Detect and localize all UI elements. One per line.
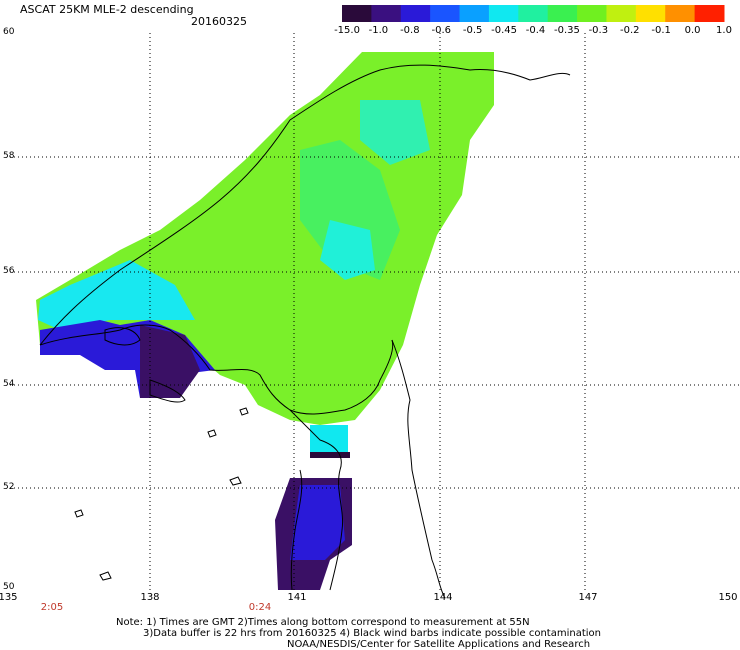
colorbar-swatch [518, 5, 549, 22]
swath-region [310, 452, 350, 458]
colorbar-swatch [430, 5, 461, 22]
colorbar-swatch [400, 5, 431, 22]
colorbar-label: -15.0 [334, 25, 360, 36]
data-swath [36, 52, 494, 590]
colorbar-label: -0.3 [588, 25, 609, 36]
swath-region [290, 485, 345, 560]
time-label-left: 2:05 [40, 602, 64, 613]
colorbar-swatch [606, 5, 637, 22]
lat-label-60: 60 [3, 27, 15, 37]
lon-label-138: 138 [140, 592, 160, 603]
colorbar-label: -0.45 [491, 25, 518, 36]
swath-region [38, 260, 195, 330]
lat-label-52: 52 [3, 482, 15, 492]
colorbar-label: -0.1 [651, 25, 671, 36]
colorbar-swatch [577, 5, 607, 22]
colorbar-label: -1.0 [368, 25, 389, 36]
note-line-3: NOAA/NESDIS/Center for Satellite Applica… [287, 639, 591, 650]
colorbar-label: -0.5 [462, 25, 483, 36]
colorbar-label: -0.35 [553, 25, 580, 36]
note-line-1: Note: 1) Times are GMT 2)Times along bot… [116, 617, 530, 628]
colorbar-label: -0.2 [619, 25, 640, 36]
swath-region [360, 100, 430, 165]
colorbar-swatch [371, 5, 402, 22]
coastline [39, 64, 571, 599]
colorbar-label: 0.0 [684, 25, 701, 36]
lat-label-54: 54 [3, 379, 15, 389]
swath-region [310, 425, 348, 455]
lon-label-141: 141 [287, 592, 307, 603]
colorbar-swatch [459, 5, 490, 22]
colorbar-label: -0.6 [431, 25, 452, 36]
colorbar-swatch [488, 5, 519, 22]
colorbar-swatch [547, 5, 578, 22]
swath-region [140, 325, 200, 398]
colorbar-label: 1.0 [716, 25, 732, 36]
colorbar-swatch [694, 5, 725, 22]
lon-label-144: 144 [433, 592, 453, 603]
lon-label-150: 150 [718, 592, 738, 603]
colorbar-label: -0.4 [525, 25, 546, 36]
note-line-2: 3)Data buffer is 22 hrs from 20160325 4)… [143, 628, 601, 639]
colorbar-label: -0.8 [400, 25, 420, 36]
grid-lines [10, 33, 740, 590]
time-label-center: 0:24 [248, 602, 272, 613]
lon-label-135: 135 [0, 592, 18, 603]
lat-label-56: 56 [3, 266, 15, 276]
colorbar-swatch [665, 5, 696, 22]
swath-region [320, 220, 375, 280]
colorbar-swatch [635, 5, 666, 22]
lat-label-58: 58 [3, 151, 15, 161]
lon-label-147: 147 [578, 592, 598, 603]
map-date: 20160325 [191, 15, 247, 28]
colorbar-swatch [342, 5, 372, 22]
map-title: ASCAT 25KM MLE-2 descending [20, 3, 194, 16]
colorbar-swatches [342, 5, 725, 22]
lat-label-50: 50 [3, 582, 15, 592]
